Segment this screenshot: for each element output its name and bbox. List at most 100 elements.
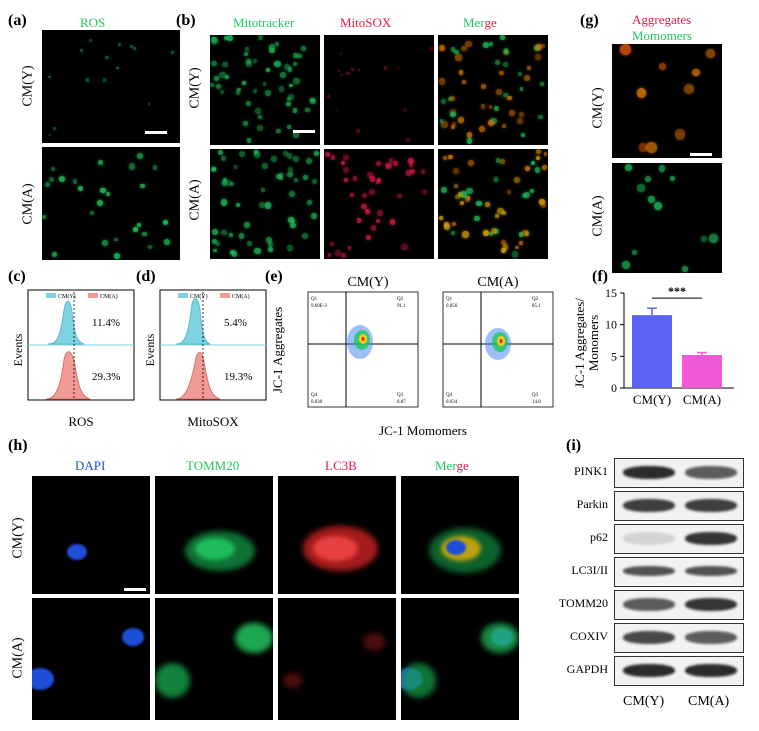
legend-cma: CM(A) [232, 293, 250, 300]
cell-signal [219, 71, 226, 78]
cell-signal [288, 67, 293, 72]
panel-b-row-a: CM(A) [187, 179, 203, 221]
cell-signal [350, 193, 355, 198]
cell-signal [283, 63, 290, 70]
cell-signal [518, 111, 525, 118]
cell-signal [347, 245, 352, 250]
cell-signal [279, 72, 286, 79]
cell-signal [215, 242, 220, 247]
cell-signal [217, 149, 224, 155]
cell-signal [98, 159, 104, 166]
cell-signal [45, 181, 51, 188]
cell-signal [448, 155, 453, 160]
panel-b-title-mitosox: MitoSOX [340, 15, 392, 30]
cell-signal [344, 178, 349, 183]
cell-signal [221, 155, 227, 161]
cell-signal [502, 244, 509, 251]
cell-signal [507, 95, 512, 101]
cell-signal [468, 160, 475, 167]
cell-signal [501, 240, 507, 246]
cell-signal [535, 54, 541, 60]
cell-signal [384, 162, 390, 168]
protein-label: Parkin [576, 497, 608, 511]
cell-signal [466, 138, 473, 144]
cell-signal [222, 177, 227, 182]
cell-signal [213, 75, 219, 81]
cell-signal [525, 166, 531, 172]
cell-signal [245, 60, 252, 67]
cell-signal [142, 231, 147, 237]
cell-signal [454, 49, 459, 55]
cell-signal [406, 138, 410, 142]
cell-signal [77, 185, 83, 192]
scale-bar [145, 131, 167, 134]
svg-text:Q3: Q3 [397, 393, 404, 398]
cell-signal [523, 74, 530, 81]
cell-signal [377, 209, 384, 217]
cell-signal [358, 68, 361, 72]
cell-signal [361, 203, 367, 210]
cell-signal [620, 44, 631, 55]
cell-signal [287, 171, 294, 178]
cell-signal [262, 162, 269, 169]
protein-label: COXIV [570, 629, 608, 643]
svg-text:14.8: 14.8 [532, 400, 541, 405]
cell-signal [195, 538, 235, 560]
panel-h-merge-y [401, 476, 519, 594]
cell-signal [155, 663, 190, 698]
cell-signal [539, 198, 546, 205]
bar [682, 355, 722, 388]
cell-signal [440, 98, 447, 105]
svg-text:0.030: 0.030 [311, 400, 323, 405]
cell-signal [479, 126, 486, 132]
cell-signal [306, 199, 313, 206]
cell-signal [483, 230, 489, 237]
cell-signal [709, 233, 718, 243]
cell-signal [465, 40, 472, 48]
cell-signal [513, 177, 520, 183]
cell-signal [362, 192, 368, 198]
cell-signal [243, 51, 249, 57]
cell-signal [451, 47, 456, 52]
cell-signal [283, 151, 288, 156]
cell-signal [450, 111, 456, 118]
cell-signal [153, 165, 158, 170]
cell-signal [365, 209, 370, 214]
cell-signal [133, 47, 136, 50]
cell-signal [517, 71, 522, 76]
panel-h-title-lc3b: LC3B [325, 458, 357, 473]
panel-h-tomm20-a [155, 598, 273, 720]
blot-strip [614, 656, 744, 686]
cell-signal [340, 253, 346, 258]
cell-signal [274, 60, 281, 68]
cell-signal [227, 35, 234, 42]
cell-signal [339, 73, 343, 77]
cell-signal [162, 220, 168, 226]
cell-signal [287, 167, 294, 173]
cell-signal [438, 44, 445, 52]
svg-text:0.056: 0.056 [446, 304, 458, 309]
cell-signal [268, 246, 274, 253]
cell-signal [211, 37, 218, 44]
cell-signal [235, 90, 241, 95]
cell-signal [520, 133, 525, 137]
cell-signal [519, 240, 524, 246]
panel-b-merge-y [438, 35, 548, 145]
panel-b-row-y: CM(Y) [187, 67, 203, 109]
cell-signal [356, 218, 362, 223]
panel-h-lc3b-y [278, 476, 396, 594]
cell-signal [632, 250, 638, 256]
cell-signal [541, 43, 546, 48]
cell-signal [133, 226, 139, 232]
cell-signal [52, 252, 57, 258]
cell-signal [244, 221, 251, 228]
cell-signal [450, 124, 455, 129]
cell-signal [292, 108, 297, 113]
panel-b-title-merge: Merge [463, 15, 497, 30]
cell-signal [489, 42, 494, 47]
cell-signal [370, 225, 377, 231]
cell-signal [519, 87, 524, 92]
cell-signal [534, 167, 540, 173]
cell-signal [644, 176, 651, 183]
cell-signal [246, 101, 252, 107]
